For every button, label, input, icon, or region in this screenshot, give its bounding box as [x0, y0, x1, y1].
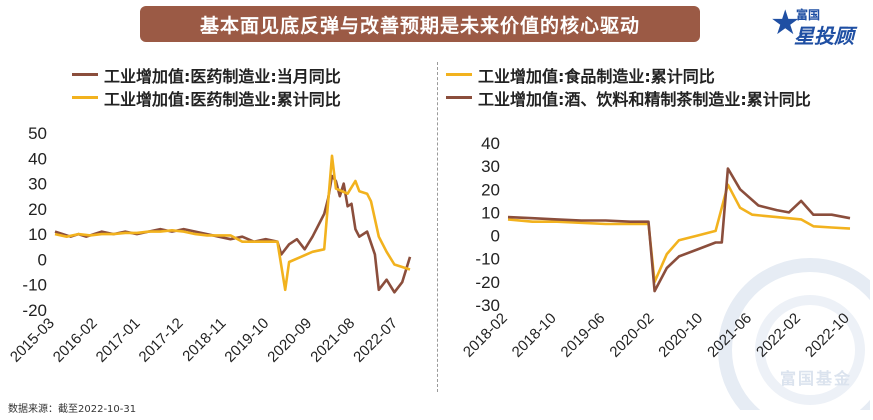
y-tick-label: 20 — [481, 180, 500, 199]
legend-item: 工业增加值:酒、饮料和精制茶制造业:累计同比 — [446, 86, 811, 109]
series-line — [507, 183, 851, 284]
x-tick-label: 2020-10 — [655, 310, 706, 361]
x-tick-label: 2022-10 — [802, 310, 853, 361]
logo-main-text: 星投顾 — [794, 24, 854, 48]
title-banner: 基本面见底反弹与改善预期是未来价值的核心驱动 — [140, 6, 700, 42]
watermark-logo-icon — [718, 258, 873, 420]
series-line — [54, 154, 411, 292]
x-tick-label: 2022-02 — [753, 310, 804, 361]
watermark: 富国基金 — [690, 240, 873, 420]
x-tick-label: 2016-02 — [50, 315, 101, 366]
legend-label: 工业增加值:医药制造业:当月同比 — [104, 66, 341, 86]
x-tick-label: 2018-02 — [460, 310, 511, 361]
x-tick-label: 2017-01 — [93, 315, 144, 366]
series-line — [507, 167, 851, 293]
legend-swatch — [446, 96, 472, 99]
x-tick-label: 2019-10 — [221, 315, 272, 366]
right-legend: 工业增加值:食品制造业:累计同比 工业增加值:酒、饮料和精制茶制造业:累计同比 — [446, 63, 811, 109]
y-tick-label: 0 — [491, 227, 500, 246]
left-chart: -20-10010203040502015-032016-022017-0120… — [7, 124, 412, 366]
y-tick-label: 30 — [28, 175, 47, 194]
legend-item: 工业增加值:医药制造业:当月同比 — [72, 63, 341, 86]
x-tick-label: 2020-09 — [264, 315, 315, 366]
y-tick-label: -30 — [475, 296, 500, 315]
y-tick-label: -10 — [22, 276, 47, 295]
x-tick-label: 2017-12 — [136, 315, 187, 366]
legend-item: 工业增加值:医药制造业:累计同比 — [72, 86, 341, 109]
page-title: 基本面见底反弹与改善预期是未来价值的核心驱动 — [199, 14, 640, 37]
x-tick-label: 2020-02 — [606, 310, 657, 361]
legend-swatch — [446, 73, 472, 76]
legend-label: 工业增加值:食品制造业:累计同比 — [478, 66, 715, 86]
y-tick-label: 30 — [481, 157, 500, 176]
y-tick-label: 50 — [28, 124, 47, 143]
y-tick-label: 0 — [38, 250, 47, 269]
star-icon: ★ — [770, 3, 801, 43]
x-tick-label: 2019-06 — [558, 310, 609, 361]
legend-swatch — [72, 73, 98, 76]
x-tick-label: 2015-03 — [7, 315, 58, 366]
right-chart: -30-20-100102030402018-022018-102019-062… — [460, 134, 853, 361]
legend-swatch — [72, 96, 98, 99]
y-tick-label: 20 — [28, 200, 47, 219]
y-tick-label: 10 — [28, 225, 47, 244]
x-tick-label: 2018-11 — [179, 315, 229, 365]
x-tick-label: 2021-06 — [704, 310, 755, 361]
legend-label: 工业增加值:酒、饮料和精制茶制造业:累计同比 — [478, 89, 811, 109]
legend-label: 工业增加值:医药制造业:累计同比 — [104, 89, 341, 109]
y-tick-label: -10 — [475, 250, 500, 269]
x-tick-label: 2018-10 — [509, 310, 560, 361]
x-tick-label: 2021-08 — [307, 315, 358, 366]
watermark-text: 富国基金 — [780, 369, 853, 388]
y-tick-label: -20 — [22, 301, 47, 320]
x-tick-label: 2022-07 — [350, 315, 401, 366]
y-tick-label: -20 — [475, 273, 500, 292]
y-tick-label: 10 — [481, 203, 500, 222]
source-note: 数据来源：截至2022-10-31 — [8, 404, 137, 415]
brand-logo: ★ 富国 星投顾 — [770, 4, 870, 48]
legend-item: 工业增加值:食品制造业:累计同比 — [446, 63, 811, 86]
panel-divider — [437, 62, 438, 392]
y-tick-label: 40 — [481, 134, 500, 153]
left-legend: 工业增加值:医药制造业:当月同比 工业增加值:医药制造业:累计同比 — [72, 63, 341, 109]
y-tick-label: 40 — [28, 149, 47, 168]
logo-top-text: 富国 — [796, 8, 821, 22]
